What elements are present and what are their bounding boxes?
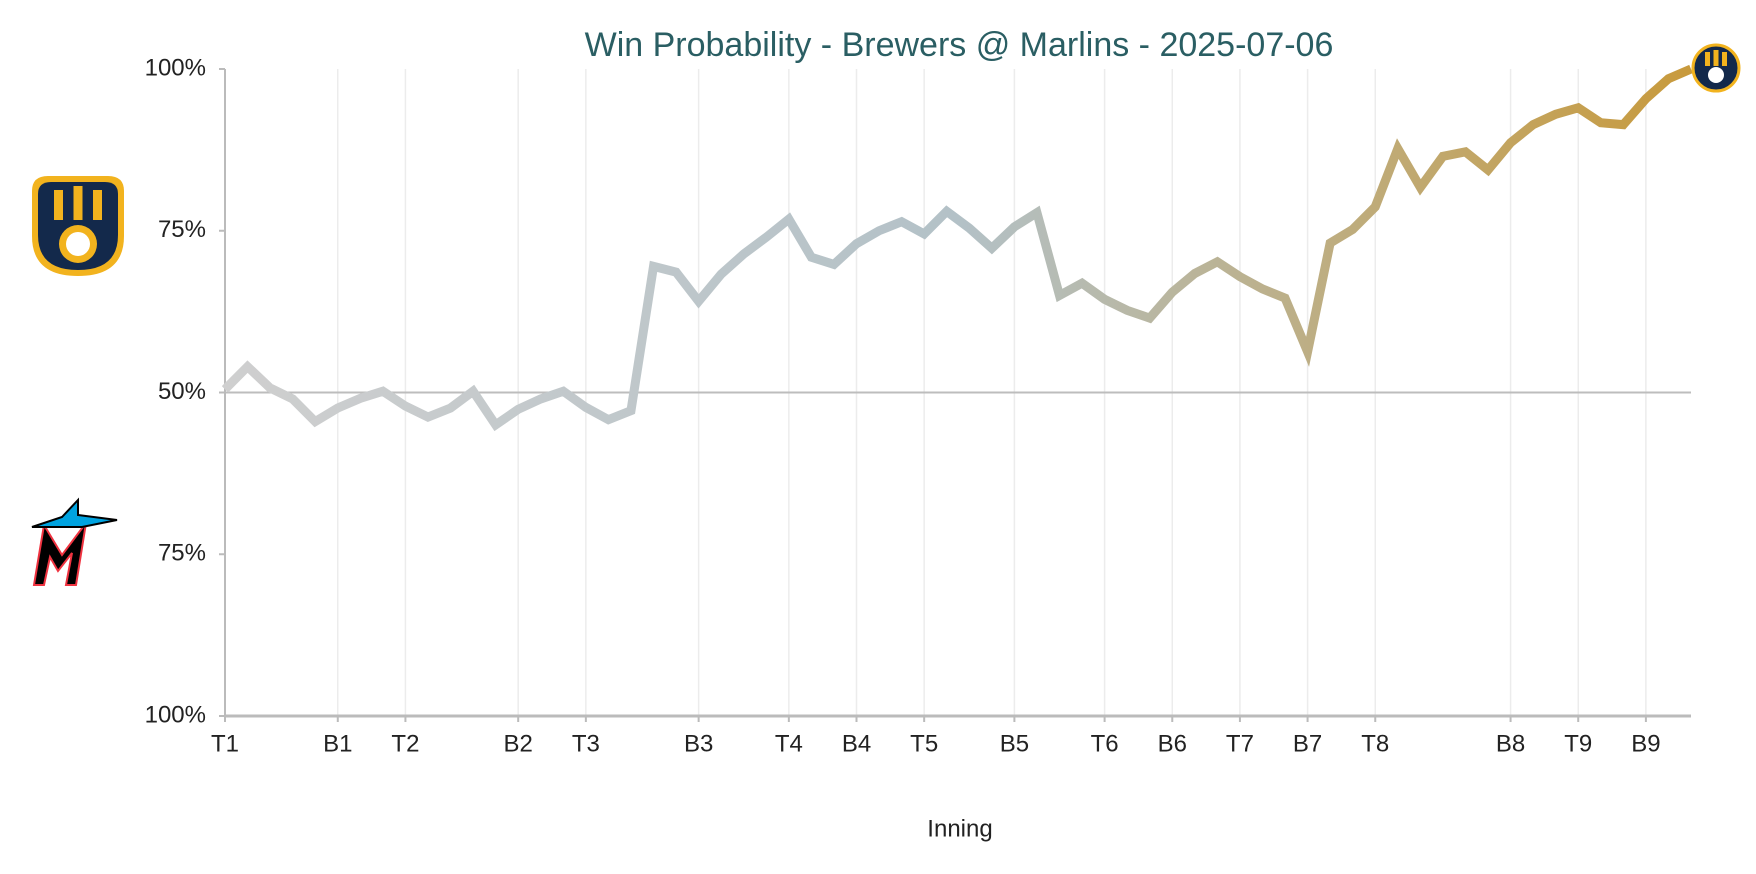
x-tick-label: T4 [775, 730, 803, 757]
x-tick-label: B3 [684, 730, 713, 757]
x-tick-label: T9 [1564, 730, 1592, 757]
marlins-logo [31, 497, 118, 586]
brewers-logo [32, 176, 124, 276]
y-tick-label: 100% [145, 701, 206, 728]
x-tick-label: T3 [572, 730, 600, 757]
x-tick-label: B2 [504, 730, 533, 757]
x-tick-label: T1 [211, 730, 239, 757]
x-tick-label: B5 [1000, 730, 1029, 757]
x-tick-label: B4 [842, 730, 871, 757]
x-tick-label: T8 [1361, 730, 1389, 757]
x-tick-label: B9 [1631, 730, 1660, 757]
x-tick-label: B7 [1293, 730, 1322, 757]
x-tick-label: T2 [391, 730, 419, 757]
x-tick-label: B8 [1496, 730, 1525, 757]
y-tick-label: 50% [158, 378, 206, 405]
x-tick-label: B6 [1158, 730, 1187, 757]
x-tick-label: T6 [1091, 730, 1119, 757]
x-tick-label: T7 [1226, 730, 1254, 757]
x-axis-label: Inning [927, 815, 992, 842]
y-tick-label: 75% [158, 540, 206, 567]
x-tick-label: B1 [323, 730, 352, 757]
brewers-end-logo [1691, 43, 1741, 93]
y-tick-label: 75% [158, 216, 206, 243]
x-tick-label: T5 [910, 730, 938, 757]
win-probability-line [221, 64, 1693, 432]
chart-title: Win Probability - Brewers @ Marlins - 20… [585, 26, 1334, 64]
y-tick-label: 100% [145, 54, 206, 81]
